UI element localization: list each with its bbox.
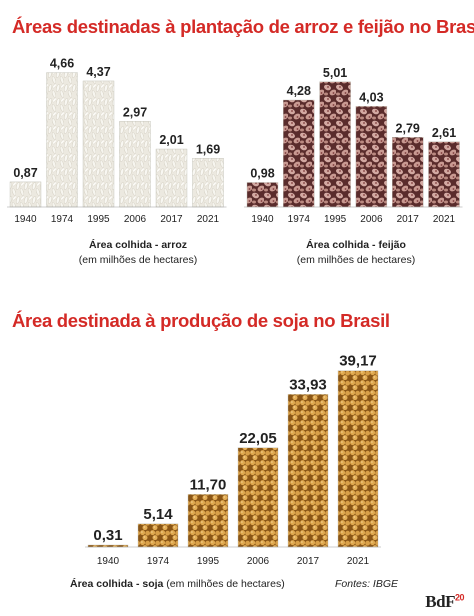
logo-text: BdF	[425, 592, 455, 611]
rice-tick-label-2017: 2017	[160, 214, 183, 225]
soy-bar-2017	[287, 394, 329, 548]
rice-value-label-2017: 2,01	[159, 133, 183, 147]
rice-tick-label-1995: 1995	[87, 214, 110, 225]
soy-caption: Área colhida - soja (em milhões de hecta…	[70, 578, 285, 590]
bean-value-label-2021: 2,61	[432, 126, 456, 140]
rice-bar-2006	[119, 121, 151, 208]
rice-tick-label-2021: 2021	[197, 214, 220, 225]
soy-value-label-1940: 0,31	[93, 527, 122, 544]
rice-bar-chart: 0,87 1940 4,66 1974 4,37 1995 2,97 2006 2,01 2017…	[7, 57, 227, 225]
bean-tick-label-1995: 1995	[324, 214, 347, 225]
rice-bar-1995	[82, 80, 115, 208]
bean-bar-1995	[319, 81, 351, 208]
soy-bar-1995	[187, 494, 229, 548]
rice-value-label-1940: 0,87	[13, 166, 37, 180]
soy-value-label-1974: 5,14	[143, 506, 173, 523]
bean-bar-chart: 0,98 1940 4,28 1974 5,01 1995 4,03 2006 2,79 2017…	[244, 66, 463, 225]
chart-title-soy: Área destinada à produção de soja no Bra…	[12, 310, 390, 331]
bean-tick-label-2021: 2021	[433, 214, 456, 225]
soy-value-label-2021: 39,17	[339, 353, 377, 370]
soy-tick-label-1995: 1995	[197, 556, 220, 567]
rice-value-label-1995: 4,37	[86, 65, 110, 79]
bean-tick-label-2017: 2017	[397, 214, 420, 225]
soy-caption-main: Área colhida - soja	[70, 578, 164, 590]
bean-caption: Área colhida - feijão	[306, 239, 406, 251]
soy-tick-label-1974: 1974	[147, 556, 170, 567]
rice-bar-2021	[192, 158, 224, 208]
rice-tick-label-1974: 1974	[51, 214, 74, 225]
soy-tick-label-1940: 1940	[97, 556, 120, 567]
bean-bar-2006	[355, 106, 388, 208]
soy-bar-1974	[137, 523, 179, 548]
soy-tick-label-2021: 2021	[347, 556, 370, 567]
bean-value-label-1940: 0,98	[250, 167, 274, 181]
bean-bar-1974	[283, 99, 315, 208]
bean-value-label-1974: 4,28	[287, 84, 311, 98]
bean-unit-caption: (em milhões de hectares)	[296, 254, 416, 266]
soy-tick-label-2006: 2006	[247, 556, 270, 567]
soy-value-label-1995: 11,70	[190, 476, 227, 493]
rice-value-label-2021: 1,69	[196, 142, 220, 156]
soy-tick-label-2017: 2017	[297, 556, 320, 567]
bdf-logo: BdF20	[425, 592, 464, 612]
rice-value-label-1974: 4,66	[50, 57, 74, 71]
bean-tick-label-2006: 2006	[360, 214, 383, 225]
rice-tick-label-1940: 1940	[14, 214, 37, 225]
soy-value-label-2006: 22,05	[239, 430, 277, 447]
bean-tick-label-1940: 1940	[251, 214, 274, 225]
chart-title-rice-bean: Áreas destinadas à plantação de arroz e …	[12, 16, 474, 37]
source-note: Fontes: IBGE	[335, 578, 399, 590]
bean-value-label-2017: 2,79	[396, 121, 420, 135]
rice-tick-label-2006: 2006	[124, 214, 147, 225]
bean-value-label-1995: 5,01	[323, 66, 347, 80]
soy-bar-2021	[337, 370, 379, 548]
soy-bar-2006	[237, 447, 279, 548]
bean-tick-label-1974: 1974	[288, 214, 311, 225]
rice-bar-1974	[46, 72, 78, 208]
bean-bar-2021	[428, 141, 460, 208]
logo-sup: 20	[454, 592, 465, 603]
rice-value-label-2006: 2,97	[123, 105, 147, 119]
rice-unit-caption: (em milhões de hectares)	[78, 254, 198, 266]
soy-caption-unit: (em milhões de hectares)	[163, 578, 285, 590]
rice-bar-2017	[155, 148, 188, 208]
bean-value-label-2006: 4,03	[359, 90, 383, 104]
rice-bar-1940	[9, 181, 42, 208]
soy-bar-chart: 0,31 1940 5,14 1974 11,70 1995 22,05 2006 33,93 2…	[85, 353, 381, 567]
rice-caption: Área colhida - arroz	[88, 239, 188, 251]
bean-bar-2017	[392, 137, 424, 208]
bean-bar-1940	[246, 182, 279, 208]
soy-value-label-2017: 33,93	[289, 376, 327, 393]
